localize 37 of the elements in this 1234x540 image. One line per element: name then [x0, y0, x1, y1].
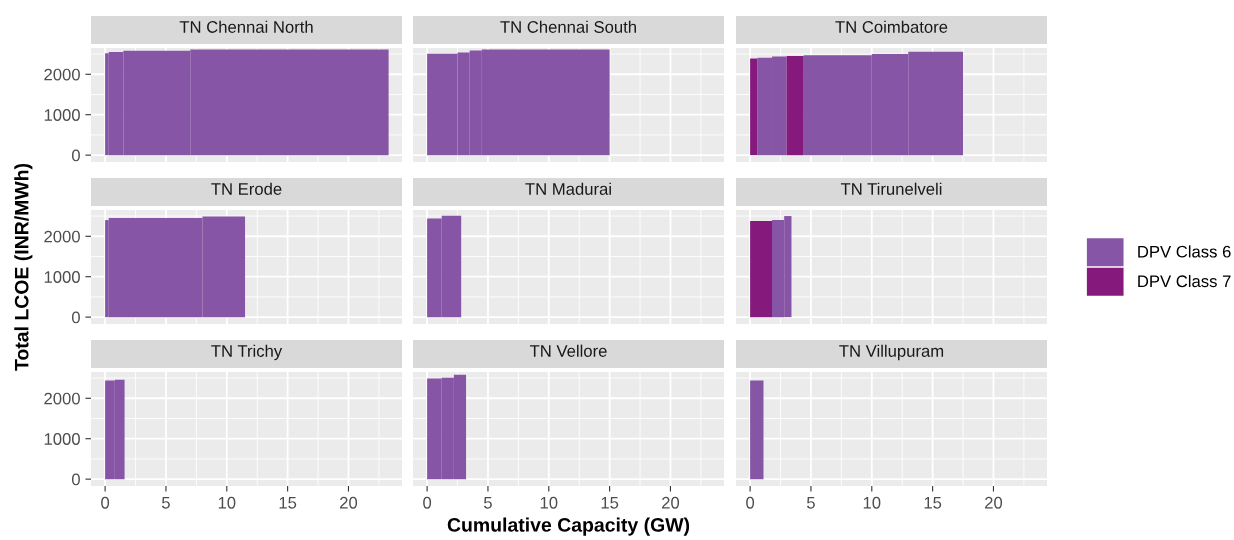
chart-title: TN Chennai South	[500, 20, 636, 33]
x-tick-label: 10	[218, 496, 236, 509]
y-tick-label: 2000	[44, 392, 80, 405]
y-tick-label: 2000	[44, 230, 80, 243]
chart-title: TN Erode	[211, 182, 282, 195]
chart-title: TN Tirunelveli	[840, 182, 942, 195]
chart-title: TN Madurai	[525, 182, 611, 195]
x-tick-label: 20	[985, 496, 1003, 509]
y-tick-label: 0	[71, 473, 80, 486]
x-tick-label: 15	[924, 497, 942, 509]
x-axis-title: Cumulative Capacity (GW)	[447, 517, 690, 536]
x-tick-label: 5	[806, 497, 815, 509]
x-tick-label: 20	[662, 496, 680, 509]
x-tick-label: 15	[279, 497, 297, 509]
y-tick-label: 0	[71, 149, 80, 162]
y-tick-label: 1000	[44, 109, 80, 121]
x-tick-label: 0	[101, 496, 110, 509]
x-tick-label: 5	[483, 497, 492, 509]
x-tick-label: 5	[161, 497, 170, 509]
chart-title: TN Villupuram	[839, 344, 944, 361]
chart-title: TN Trichy	[211, 344, 283, 361]
y-tick-label: 0	[71, 311, 80, 324]
x-tick-label: 0	[423, 496, 432, 509]
y-tick-label: 1000	[44, 433, 80, 445]
chart-title: TN Coimbatore	[835, 20, 948, 33]
legend-label: DPV Class 7	[1138, 274, 1231, 288]
x-tick-label: 10	[863, 496, 881, 509]
y-tick-label: 1000	[44, 271, 80, 283]
chart-title: TN Chennai North	[179, 20, 313, 33]
legend-label: DPV Class 6	[1138, 245, 1231, 258]
y-axis-title: Total LCOE (INR/MWh)	[14, 163, 33, 371]
x-tick-label: 20	[340, 496, 358, 509]
y-tick-label: 2000	[44, 68, 80, 81]
x-tick-label: 15	[601, 497, 619, 509]
x-tick-label: 0	[746, 496, 755, 509]
chart-title: TN Vellore	[529, 344, 607, 357]
x-tick-label: 10	[540, 496, 558, 509]
